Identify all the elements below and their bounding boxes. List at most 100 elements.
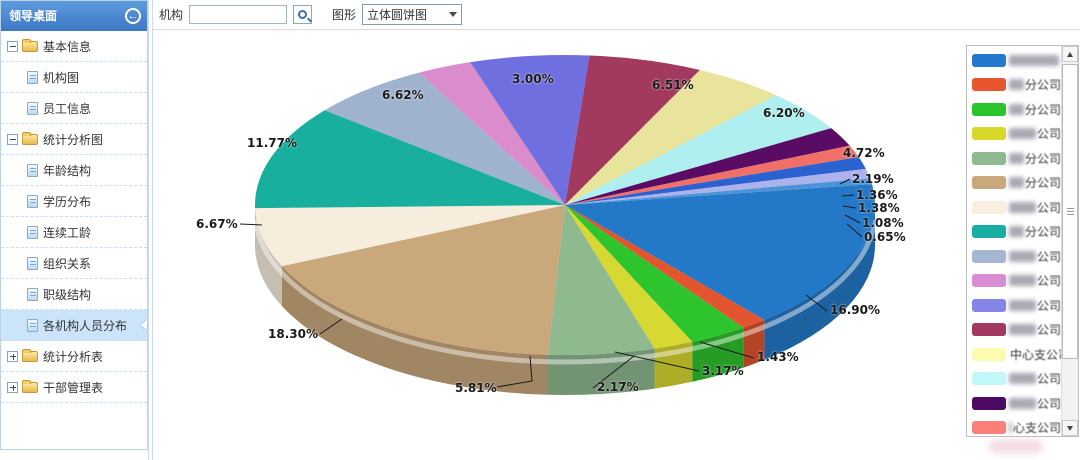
pie-slice[interactable] <box>565 205 765 328</box>
pie-slice[interactable] <box>565 55 700 205</box>
sidebar-item-组织关系[interactable]: 组织关系 <box>1 248 147 279</box>
legend-swatch <box>972 249 1006 263</box>
sidebar-item-机构图[interactable]: 机构图 <box>1 62 147 93</box>
pie-slice-side <box>255 208 282 307</box>
pie-slice[interactable] <box>565 145 859 205</box>
tree-item-label: 基本信息 <box>43 39 92 54</box>
legend-label: 分公司 <box>1024 102 1061 117</box>
redacted-name <box>1009 128 1036 140</box>
label-leader-line <box>699 341 755 359</box>
scrollbar-grip-icon <box>1067 207 1074 209</box>
legend-item[interactable]: 分公司 <box>967 97 1061 122</box>
document-icon <box>27 318 38 332</box>
legend-label: 公司 <box>1036 372 1061 387</box>
legend-item[interactable]: 分公司 <box>967 171 1061 196</box>
expand-toggle-icon[interactable] <box>7 381 18 393</box>
document-icon <box>27 101 38 115</box>
collapse-panel-icon[interactable]: ← <box>125 8 141 24</box>
pie-percent-label: 6.20% <box>763 106 805 120</box>
legend-item[interactable]: 公司 <box>967 318 1061 343</box>
sidebar-item-统计分析图[interactable]: 统计分析图 <box>1 124 147 155</box>
pie-percent-label: 1.36% <box>856 188 898 202</box>
pie-slice[interactable] <box>565 178 872 205</box>
pie-slice[interactable] <box>324 72 565 205</box>
tree-item-label: 职级结构 <box>43 287 92 302</box>
pie-percent-label: 16.90% <box>830 303 880 317</box>
search-button[interactable] <box>293 5 313 24</box>
graph-type-select[interactable]: 立体圆饼图 <box>362 4 463 25</box>
org-search-input[interactable] <box>189 5 288 24</box>
sidebar-item-学历分布[interactable]: 学历分布 <box>1 186 147 217</box>
legend-swatch <box>972 102 1006 116</box>
tree-item-label: 干部管理表 <box>43 380 104 395</box>
pie-slice[interactable] <box>281 205 565 355</box>
label-leader-line <box>841 194 855 197</box>
scrollbar-thumb[interactable] <box>1062 64 1078 359</box>
legend-item[interactable]: 公司 <box>967 269 1061 294</box>
legend-item[interactable]: 公司 <box>967 122 1061 147</box>
pie-slice[interactable] <box>565 156 866 205</box>
collapse-toggle-icon[interactable] <box>7 133 18 145</box>
tree-item-label: 组织关系 <box>43 256 92 271</box>
legend-item[interactable]: 中心支公司 <box>967 342 1070 367</box>
folder-icon <box>22 38 38 52</box>
pie-slice[interactable] <box>255 205 565 267</box>
arrow-up-icon <box>1067 51 1073 57</box>
sidebar-item-各机构人员分布[interactable]: 各机构人员分布 <box>1 310 147 341</box>
pie-percent-label: 4.72% <box>843 146 885 160</box>
label-leader-line <box>592 355 635 389</box>
pie-slice[interactable] <box>565 95 832 205</box>
pie-slice-side <box>548 348 655 395</box>
legend-item[interactable]: 分公司 <box>967 73 1061 98</box>
legend-item[interactable]: 心支公司 <box>967 416 1061 437</box>
sidebar-item-年龄结构[interactable]: 年龄结构 <box>1 155 147 186</box>
expand-toggle-icon[interactable] <box>7 350 18 362</box>
legend-item[interactable]: 公司 <box>967 195 1061 220</box>
pie-slice[interactable] <box>548 205 655 356</box>
selected-arrow-icon <box>141 320 147 330</box>
sidebar-item-统计分析表[interactable]: 统计分析表 <box>1 341 147 372</box>
sidebar-item-员工信息[interactable]: 员工信息 <box>1 93 147 124</box>
legend-label: 分公司 <box>1024 225 1061 240</box>
scroll-up-button[interactable] <box>1062 46 1078 62</box>
legend-item[interactable]: 分公司 <box>967 220 1061 245</box>
label-leader-line <box>614 351 700 372</box>
collapse-toggle-icon[interactable] <box>7 40 18 52</box>
pie-slice[interactable] <box>565 128 850 205</box>
redacted-name <box>1009 324 1036 336</box>
pie-slice[interactable] <box>565 205 744 342</box>
folder-icon <box>22 131 38 145</box>
pie-percent-label: 3.17% <box>702 364 744 378</box>
legend-swatch <box>972 372 1006 386</box>
legend-scrollbar[interactable] <box>1061 46 1078 436</box>
legend-label: 公司 <box>1036 396 1061 411</box>
sidebar-item-干部管理表[interactable]: 干部管理表 <box>1 372 147 403</box>
document-icon <box>27 194 38 208</box>
chevron-down-icon <box>449 12 458 17</box>
legend-item[interactable]: 公司 <box>967 293 1061 318</box>
pie-percent-label: 1.38% <box>858 201 900 215</box>
tree-item-label: 年龄结构 <box>43 163 92 178</box>
legend-item[interactable]: 公司 <box>967 367 1061 392</box>
pie-slice[interactable] <box>470 55 590 205</box>
legend-item[interactable]: 公司 <box>967 244 1061 269</box>
pie-slice-side <box>743 319 765 368</box>
legend-label: 分公司 <box>1024 151 1061 166</box>
pie-slice[interactable] <box>565 168 871 205</box>
legend-item[interactable]: 公司 <box>967 391 1061 416</box>
pie-slice[interactable] <box>565 184 875 320</box>
redacted-name <box>1009 177 1024 189</box>
panel-splitter[interactable] <box>148 0 153 460</box>
pie-slice[interactable] <box>565 69 777 205</box>
label-leader-line <box>846 223 863 238</box>
legend-label: 分公司 <box>1024 176 1061 191</box>
sidebar-item-连续工龄[interactable]: 连续工龄 <box>1 217 147 248</box>
legend-item[interactable] <box>967 48 1061 73</box>
scroll-down-button[interactable] <box>1062 420 1078 436</box>
pie-slice[interactable] <box>565 205 693 349</box>
sidebar-item-职级结构[interactable]: 职级结构 <box>1 279 147 310</box>
pie-slice[interactable] <box>255 110 565 209</box>
pie-slice[interactable] <box>419 62 565 206</box>
sidebar-item-基本信息[interactable]: 基本信息 <box>1 31 147 62</box>
legend-item[interactable]: 分公司 <box>967 146 1061 171</box>
